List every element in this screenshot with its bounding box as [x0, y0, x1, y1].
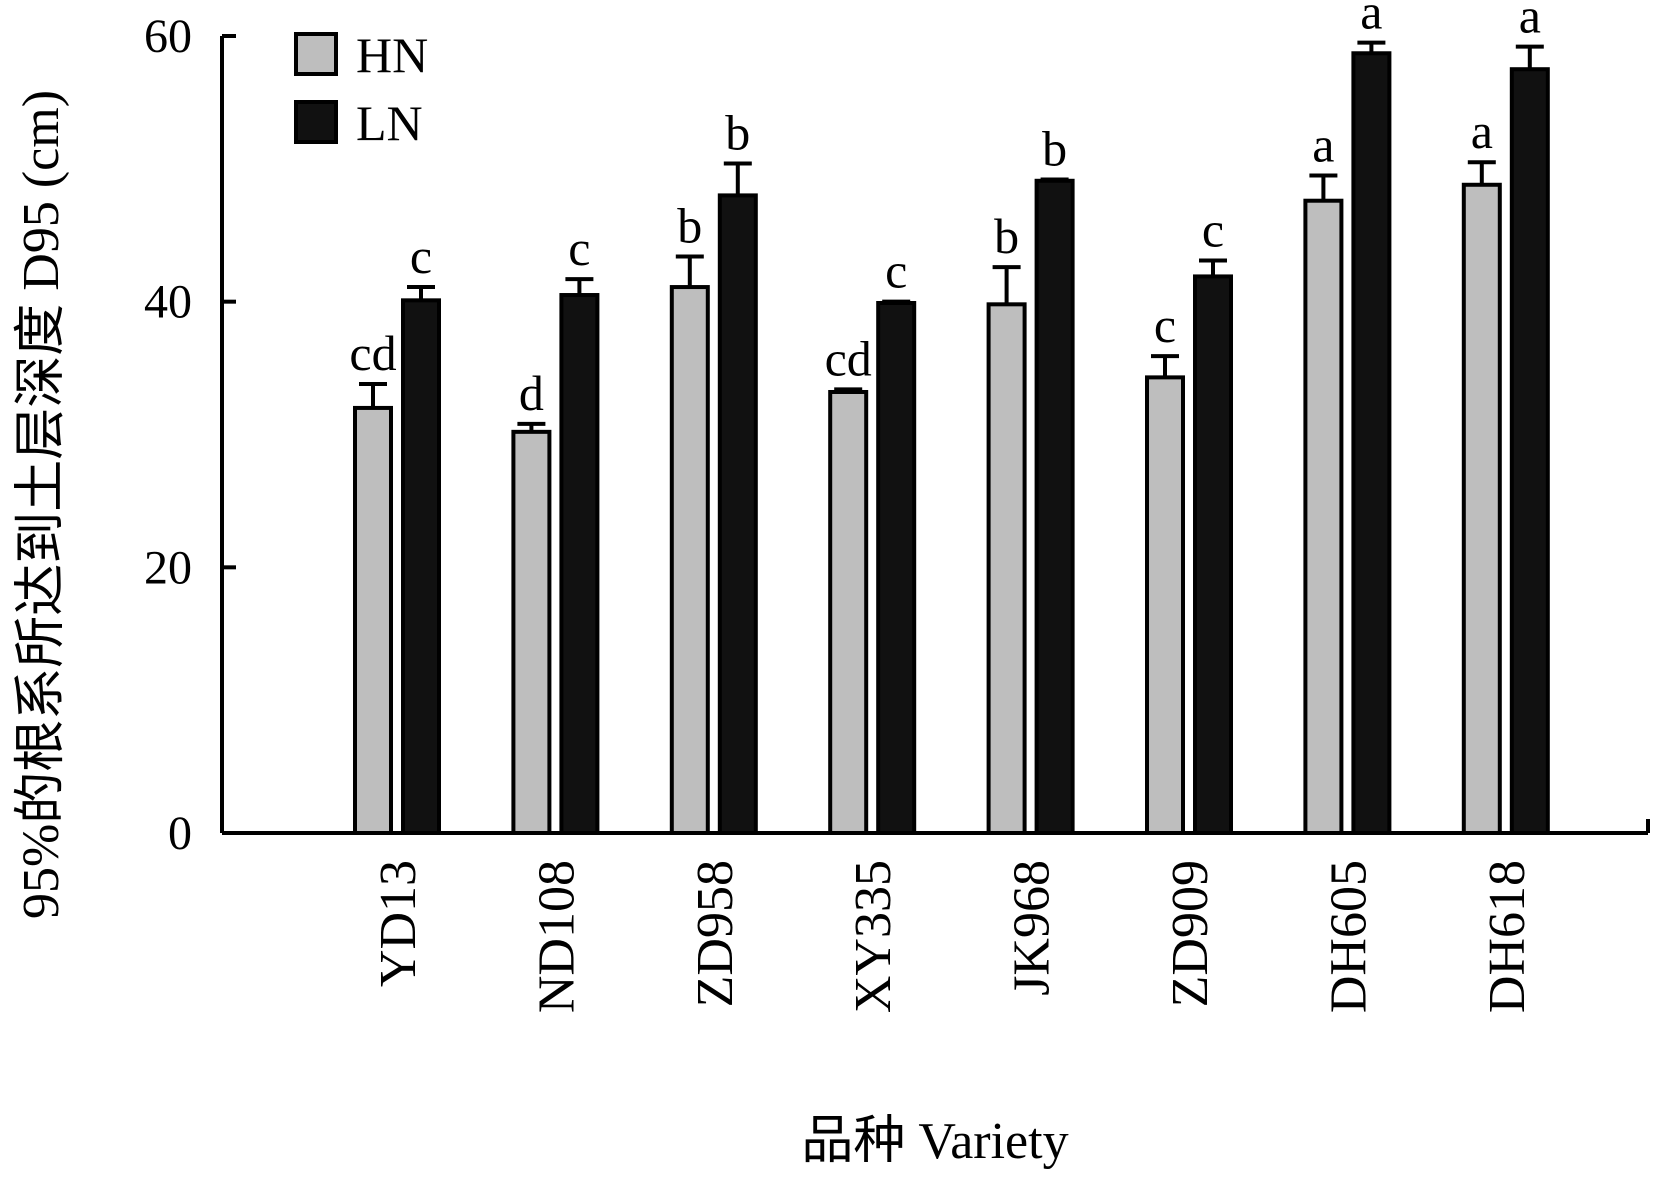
bar-hn: [1145, 375, 1185, 835]
axes-layer: [220, 36, 1650, 835]
bar-hn: [669, 285, 710, 835]
legend-swatch-ln: [294, 100, 338, 144]
legend: HN LN: [294, 27, 428, 151]
significance-label: cd: [349, 325, 396, 381]
significance-label: a: [1360, 0, 1382, 40]
significance-label: c: [885, 243, 907, 299]
y-tick-label: 20: [144, 541, 192, 594]
y-tick-label: 40: [144, 276, 192, 329]
significance-label: a: [1312, 116, 1334, 172]
bar-ln: [1509, 67, 1550, 836]
y-ticks-layer: 0 20 40 60: [144, 10, 236, 860]
category-label: JK968: [1004, 860, 1061, 996]
category-label: ND108: [528, 860, 585, 1013]
bar-hn: [353, 405, 393, 835]
category-labels-layer: YD13 ND108 ZD958 XY335 JK968 ZD909 DH605 DH618: [370, 860, 1536, 1013]
significance-label: d: [519, 365, 544, 421]
legend-label-ln: LN: [356, 95, 423, 151]
bar-ln: [1193, 274, 1233, 835]
x-axis-title: 品种 Variety: [801, 1113, 1068, 1170]
category-label: DH618: [1479, 860, 1536, 1013]
significance-label: c: [1202, 201, 1224, 257]
bar-ln: [1034, 178, 1075, 835]
category-label: ZD958: [687, 860, 744, 1007]
bar-ln: [717, 193, 758, 835]
bar-hn: [986, 302, 1027, 836]
significance-label: b: [725, 105, 750, 161]
bar-hn: [1303, 198, 1344, 836]
legend-label-hn: HN: [356, 27, 428, 83]
bar-hn: [511, 429, 552, 835]
significance-label: b: [1042, 120, 1067, 176]
category-label: ZD909: [1162, 860, 1219, 1007]
legend-swatch-hn: [294, 32, 338, 76]
significance-label: c: [1154, 297, 1176, 353]
bar-hn: [828, 389, 869, 835]
category-label: DH605: [1320, 860, 1377, 1013]
significance-label: a: [1519, 0, 1541, 44]
y-axis-title: 95%的根系所达到土层深度 D95 (cm): [13, 90, 70, 919]
significance-label: a: [1471, 103, 1493, 159]
significance-label: cd: [825, 330, 872, 386]
significance-label: c: [568, 220, 590, 276]
category-label: YD13: [370, 860, 427, 987]
category-label: XY335: [845, 860, 902, 1013]
significance-label: b: [994, 208, 1019, 264]
bar-ln: [876, 300, 917, 835]
y-tick-label: 60: [144, 10, 192, 63]
bar-ln: [559, 293, 600, 835]
bar-ln: [1351, 51, 1392, 836]
significance-label: c: [410, 228, 432, 284]
bar-hn: [1461, 182, 1502, 836]
bar-ln: [401, 298, 441, 836]
y-tick-label: 0: [168, 807, 192, 860]
significance-label: b: [677, 198, 702, 254]
